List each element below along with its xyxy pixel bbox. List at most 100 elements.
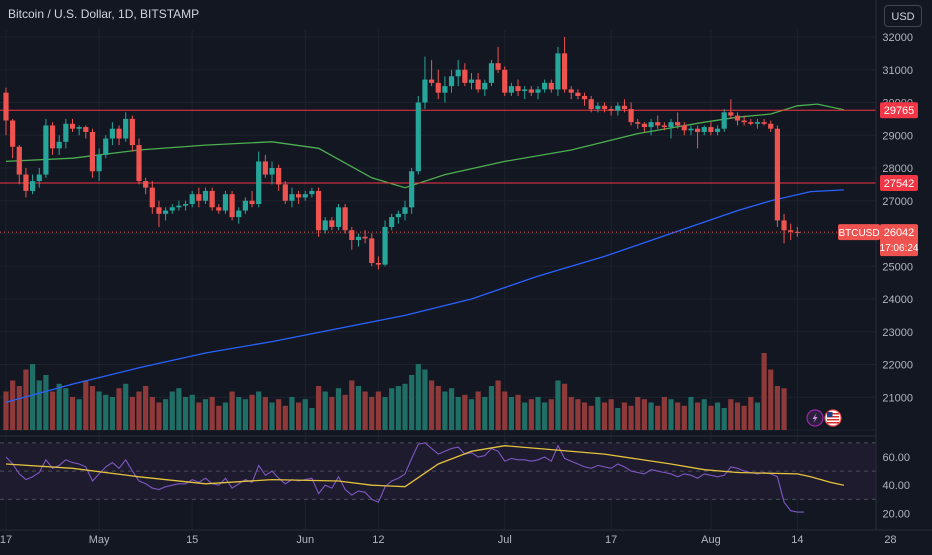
candle-body	[774, 128, 780, 221]
candle-body	[3, 92, 9, 121]
volume-bar	[448, 388, 455, 430]
rsi-tick-label: 40.00	[882, 480, 910, 492]
candle-body	[754, 122, 761, 124]
candle-body	[608, 109, 614, 111]
us-flag-icon	[827, 416, 839, 418]
volume-bar	[522, 402, 528, 430]
volume-bar	[30, 364, 36, 430]
volume-bar	[475, 391, 481, 430]
candle-body	[422, 79, 428, 103]
volume-bar	[10, 380, 16, 430]
symbol-tag-box	[838, 224, 880, 241]
volume-bar	[56, 383, 62, 430]
volume-bar	[681, 405, 687, 430]
candle-body	[781, 220, 787, 231]
candle-body	[714, 128, 721, 132]
currency-button[interactable]: USD	[884, 5, 922, 27]
volume-bar	[668, 399, 674, 430]
volume-bar	[282, 405, 288, 430]
volume-bar	[635, 397, 641, 430]
candle-body	[103, 138, 109, 155]
candle-body	[575, 92, 581, 96]
rsi-tick-label: 20.00	[882, 509, 910, 521]
candle-body	[628, 109, 634, 123]
candle-body	[355, 236, 362, 241]
volume-bar	[655, 405, 661, 430]
price-tick-label: 29000	[882, 130, 913, 142]
volume-bar	[143, 386, 149, 430]
volume-bar	[256, 391, 262, 430]
volume-bar	[269, 402, 275, 430]
volume-bar	[641, 399, 647, 430]
volume-bar	[768, 369, 774, 430]
volume-bar	[588, 405, 594, 430]
candle-body	[202, 190, 209, 201]
volume-bar	[648, 402, 654, 430]
time-tick-label: May	[89, 534, 110, 546]
volume-bar	[169, 391, 175, 430]
price-axis[interactable]	[876, 0, 932, 550]
candle-body	[342, 207, 348, 231]
volume-bar	[415, 364, 421, 430]
candle-body	[169, 207, 175, 211]
candle-body	[63, 123, 69, 142]
time-axis[interactable]	[0, 530, 932, 550]
volume-bar	[209, 397, 215, 430]
price-tick-label: 24000	[882, 294, 913, 306]
volume-bar	[236, 397, 242, 430]
volume-bar	[581, 402, 588, 430]
volume-bar	[741, 405, 747, 430]
volume-bar	[462, 394, 468, 430]
candle-body	[349, 230, 355, 241]
candle-body	[688, 128, 694, 131]
candle-body	[76, 127, 82, 129]
candle-body	[123, 118, 129, 139]
price-line-label: 29765	[884, 105, 915, 117]
candle-body	[502, 69, 508, 93]
candle-body	[129, 118, 135, 146]
price-line-label-box	[880, 174, 918, 191]
volume-bar	[43, 375, 49, 430]
ma-slow-line	[5, 189, 844, 403]
time-tick-label: Aug	[701, 534, 721, 546]
candle-body	[56, 141, 62, 149]
volume-bar	[422, 369, 428, 430]
candle-body	[182, 204, 189, 206]
candle-body	[621, 105, 628, 110]
candle-body	[163, 210, 169, 214]
candle-body	[109, 128, 115, 139]
candle-body	[409, 171, 415, 208]
volume-bar	[708, 405, 714, 430]
candle-body	[369, 238, 375, 263]
price-tick-label: 21000	[882, 392, 913, 404]
volume-bar	[548, 399, 554, 430]
volume-bar	[289, 397, 295, 430]
volume-bar	[116, 388, 122, 430]
candle-body	[508, 86, 514, 93]
volume-bar	[129, 397, 135, 430]
volume-bar	[369, 397, 375, 430]
candle-body	[601, 105, 608, 110]
candle-body	[528, 89, 534, 93]
time-tick-label: 17	[605, 534, 617, 546]
price-line-label: 27542	[884, 178, 915, 190]
time-tick-label: 28	[884, 534, 896, 546]
candle-body	[43, 125, 49, 175]
volume-bar	[123, 383, 129, 430]
candle-body	[455, 69, 461, 77]
volume-bar	[109, 397, 115, 430]
volume-bar	[302, 399, 308, 430]
candle-body	[49, 125, 56, 149]
candle-body	[296, 194, 302, 198]
time-tick-label: 17	[0, 534, 12, 546]
volume-bar	[249, 394, 255, 430]
volume-bar	[621, 402, 628, 430]
candle-body	[415, 102, 421, 172]
time-tick-label: Jun	[296, 534, 314, 546]
volume-bar	[555, 380, 561, 430]
candle-body	[149, 187, 155, 208]
volume-bar	[774, 386, 780, 430]
volume-bar	[163, 399, 169, 430]
